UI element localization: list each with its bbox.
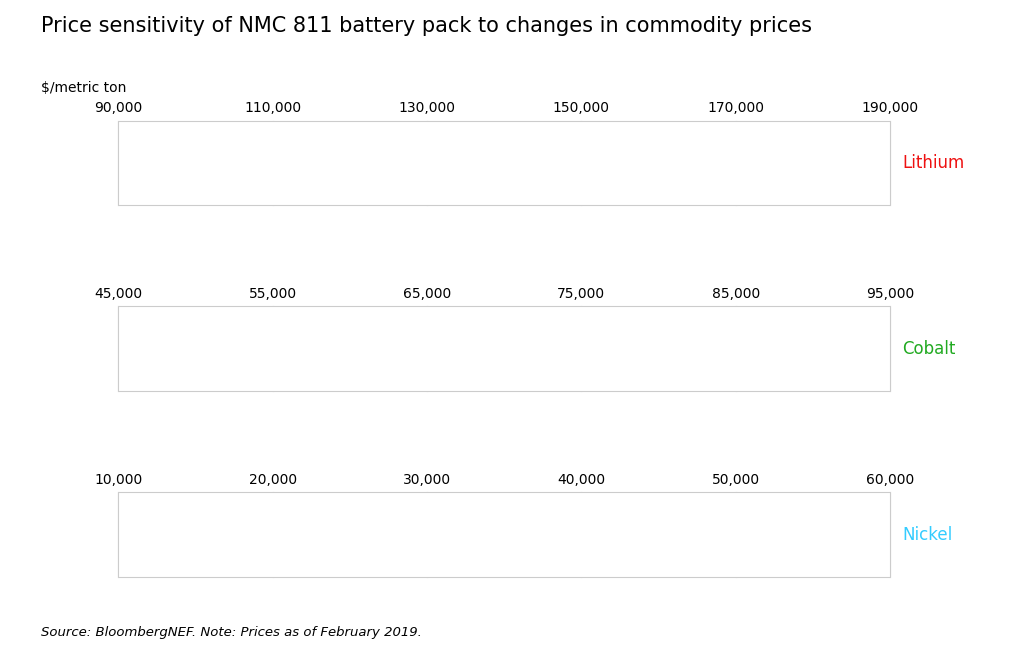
Point — [573, 339, 590, 349]
Text: $/metric ton: $/metric ton — [41, 82, 127, 95]
Text: 2.8%: 2.8% — [365, 152, 400, 166]
Point — [573, 153, 590, 164]
Text: Lithium: Lithium — [902, 154, 964, 172]
Point — [264, 526, 281, 536]
Point — [264, 153, 281, 164]
Text: Cobalt: Cobalt — [902, 340, 956, 358]
Text: 45,000: 45,000 — [95, 288, 142, 301]
Text: Current price: Current price — [121, 560, 213, 574]
Point — [169, 153, 185, 164]
Point — [264, 339, 281, 349]
Text: 110,000: 110,000 — [244, 102, 301, 115]
Text: 55,000: 55,000 — [249, 288, 296, 301]
Text: Current price: Current price — [121, 374, 213, 388]
Text: 65,000: 65,000 — [403, 288, 451, 301]
Point — [169, 339, 185, 349]
Point — [728, 153, 744, 164]
Point — [169, 526, 185, 536]
Text: Price sensitivity of NMC 811 battery pack to changes in commodity prices: Price sensitivity of NMC 811 battery pac… — [41, 16, 812, 37]
Point — [419, 526, 435, 536]
Text: 1.8%: 1.8% — [519, 338, 555, 351]
Text: 40,000: 40,000 — [558, 473, 605, 487]
Text: 0.6%: 0.6% — [211, 338, 246, 351]
Text: 1.4%: 1.4% — [211, 152, 246, 166]
Text: 10,000: 10,000 — [95, 473, 142, 487]
Text: 14.1%: 14.1% — [510, 524, 555, 537]
Text: 90,000: 90,000 — [95, 102, 142, 115]
Text: 130,000: 130,000 — [398, 102, 456, 115]
Text: 190,000: 190,000 — [861, 102, 919, 115]
Text: 18.8%: 18.8% — [665, 524, 709, 537]
Text: 60,000: 60,000 — [866, 473, 914, 487]
Point — [728, 526, 744, 536]
Text: 75,000: 75,000 — [558, 288, 605, 301]
Text: 5.6%: 5.6% — [674, 152, 709, 166]
Text: 50,000: 50,000 — [712, 473, 759, 487]
Text: 30,000: 30,000 — [403, 473, 451, 487]
Text: 95,000: 95,000 — [866, 288, 914, 301]
Point — [573, 526, 590, 536]
Point — [419, 153, 435, 164]
Text: 170,000: 170,000 — [707, 102, 765, 115]
Text: 150,000: 150,000 — [553, 102, 610, 115]
Text: Source: BloombergNEF. Note: Prices as of February 2019.: Source: BloombergNEF. Note: Prices as of… — [41, 626, 422, 639]
Point — [419, 339, 435, 349]
Text: 2.4%: 2.4% — [674, 338, 709, 351]
Text: 20,000: 20,000 — [249, 473, 296, 487]
Text: 1.2%: 1.2% — [365, 338, 400, 351]
Text: Nickel: Nickel — [902, 526, 953, 544]
Point — [728, 339, 744, 349]
Text: 4.2%: 4.2% — [520, 152, 555, 166]
Text: 4.7%: 4.7% — [211, 524, 246, 537]
Text: 85,000: 85,000 — [712, 288, 759, 301]
Text: Current price: Current price — [121, 188, 213, 202]
Text: 9.4%: 9.4% — [365, 524, 400, 537]
